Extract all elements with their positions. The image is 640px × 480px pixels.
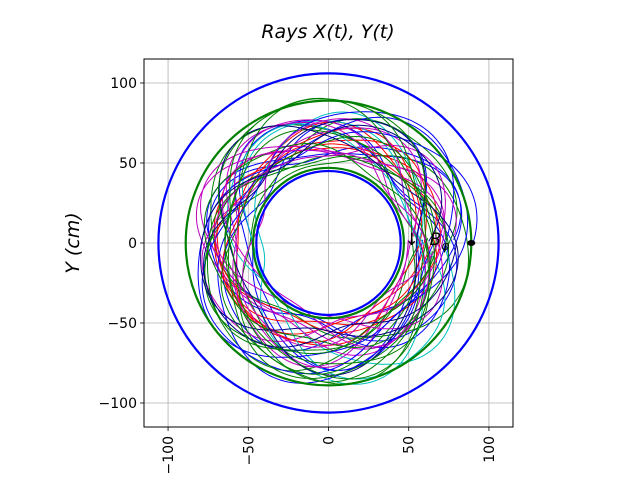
y-tick-label: 100 — [110, 76, 137, 92]
x-tick-label: −100 — [161, 436, 177, 474]
ticks: −100 −50 0 50 100 −100 −50 0 50 100 — [99, 76, 498, 474]
x-tick-label: 50 — [402, 436, 418, 454]
x-tick-label: −50 — [241, 436, 257, 466]
source-point-marker — [467, 240, 476, 246]
plot-area — [157, 72, 500, 414]
ray-trajectory — [217, 97, 435, 383]
x-tick-label: 100 — [482, 436, 498, 463]
ray-trajectory — [200, 119, 459, 376]
y-tick-label: 50 — [119, 156, 137, 172]
y-tick-label: −100 — [99, 396, 137, 412]
y-tick-label: −50 — [107, 316, 137, 332]
annotation-arrow: ↓ — [404, 230, 418, 250]
ray-trajectory — [214, 118, 457, 348]
boundary-circle — [251, 166, 406, 320]
annotation-subscript: φ — [441, 239, 449, 253]
x-tick-label: 0 — [322, 436, 338, 445]
y-axis-label: Y (cm) — [62, 212, 84, 273]
chart-title: Rays X(t), Y(t) — [261, 21, 394, 43]
boundary-circle — [157, 72, 500, 414]
boundary-circle — [255, 169, 402, 317]
y-tick-label: 0 — [128, 236, 137, 252]
